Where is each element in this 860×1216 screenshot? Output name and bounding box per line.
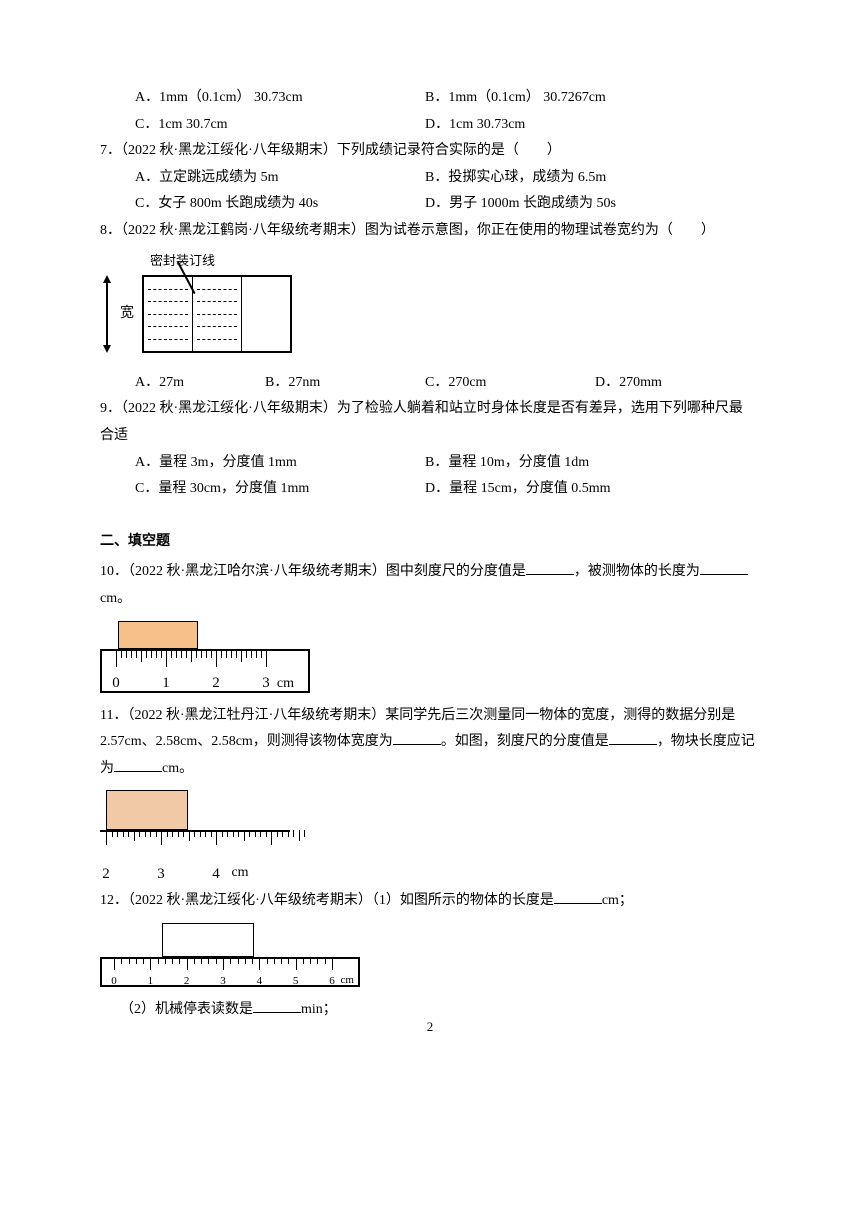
q10-block [118, 621, 198, 649]
q10-figure: 0123 cm [100, 621, 760, 693]
q12-stem: 12．（2022 秋·黑龙江绥化·八年级统考期末）（1）如图所示的物体的长度是 c… [100, 888, 760, 915]
q11-ruler-body [100, 830, 290, 860]
q7-options-row1: A．立定跳远成绩为 5m B．投掷实心球，成绩为 6.5m [135, 165, 760, 192]
q8-figure: 密封装订线 宽 [100, 249, 760, 364]
q10-stem: 10．（2022 秋·黑龙江哈尔滨·八年级统考期末）图中刻度尺的分度值是 ，被测物… [100, 559, 760, 612]
q11-unit: cm [231, 860, 248, 887]
q6-option-c: C．1cm 30.7cm [135, 112, 425, 139]
page-number: 2 [0, 1015, 860, 1040]
q7-option-a: A．立定跳远成绩为 5m [135, 165, 425, 192]
q6-options-row1: A．1mm（0.1cm） 30.73cm B．1mm（0.1cm） 30.726… [135, 85, 760, 112]
q7-option-d: D．男子 1000m 长跑成绩为 50s [425, 191, 745, 218]
q7-stem: 7．（2022 秋·黑龙江绥化·八年级期末）下列成绩记录符合实际的是（ ） [100, 138, 760, 165]
q9-option-b: B．量程 10m，分度值 1dm [425, 450, 745, 477]
q6-option-a: A．1mm（0.1cm） 30.73cm [135, 85, 425, 112]
q11-line2b: 。如图，刻度尺的分度值是 [441, 734, 609, 749]
q11-stem-line2: 2.57cm、2.58cm、2.58cm，则测得该物体宽度为 。如图，刻度尺的分度… [100, 729, 760, 756]
q11-blank-2 [609, 730, 657, 745]
q9-option-a: A．量程 3m，分度值 1mm [135, 450, 425, 477]
q12-block [162, 923, 254, 957]
q9-option-d: D．量程 15cm，分度值 0.5mm [425, 476, 745, 503]
q7-options-row2: C．女子 800m 长跑成绩为 40s D．男子 1000m 长跑成绩为 50s [135, 191, 760, 218]
q11-stem-line1: 11．（2022 秋·黑龙江牡丹江·八年级统考期末）某同学先后三次测量同一物体的… [100, 703, 760, 730]
q11-figure: cm 234 [100, 790, 760, 878]
q8-fig-label: 密封装订线 [150, 249, 292, 274]
q9-options-row2: C．量程 30cm，分度值 1mm D．量程 15cm，分度值 0.5mm [135, 476, 760, 503]
q7-option-b: B．投掷实心球，成绩为 6.5m [425, 165, 745, 192]
q10-ruler-body: 0123 cm [100, 649, 310, 693]
q11-blank-3 [114, 756, 162, 771]
q10-unit: cm [277, 671, 294, 698]
q9-options-row1: A．量程 3m，分度值 1mm B．量程 10m，分度值 1dm [135, 450, 760, 477]
q10-blank-2 [700, 560, 748, 575]
q12-figure: 0123456 cm [100, 923, 760, 987]
q10-stem-a: 10．（2022 秋·黑龙江哈尔滨·八年级统考期末）图中刻度尺的分度值是 [100, 564, 526, 579]
q12-stem-a: 12．（2022 秋·黑龙江绥化·八年级统考期末）（1）如图所示的物体的长度是 [100, 893, 554, 908]
q11-line2c: ，物块长度应记 [657, 734, 755, 749]
q11-blank-1 [393, 730, 441, 745]
q12-blank-1 [554, 889, 602, 904]
q9-stem-line2: 合适 [100, 423, 760, 450]
q6-option-b: B．1mm（0.1cm） 30.7267cm [425, 85, 745, 112]
q10-stem-c: cm。 [100, 591, 131, 606]
q12-stem-b: cm； [602, 893, 633, 908]
q11-stem-line3: 为 cm。 [100, 756, 760, 783]
q10-blank-1 [526, 560, 574, 575]
q11-line2a: 2.57cm、2.58cm、2.58cm，则测得该物体宽度为 [100, 734, 393, 749]
q11-line3b: cm。 [162, 761, 193, 776]
q8-option-a: A．27m [135, 370, 265, 397]
q6-options-row2: C．1cm 30.7cm D．1cm 30.73cm [135, 112, 760, 139]
section-2-title: 二、填空题 [100, 529, 760, 556]
q8-width-arrow [100, 275, 114, 353]
q8-kuan-label: 宽 [118, 301, 136, 328]
q12-unit: cm [341, 970, 354, 991]
q8-option-c: C．270cm [425, 370, 595, 397]
q12-blank-2 [253, 998, 301, 1013]
q8-stem: 8．（2022 秋·黑龙江鹤岗·八年级统考期末）图为试卷示意图，你正在使用的物理… [100, 218, 760, 245]
q8-paper-box [142, 275, 292, 353]
q8-option-b: B．27nm [265, 370, 425, 397]
q11-block [106, 790, 188, 830]
q8-options: A．27m B．27nm C．270cm D．270mm [135, 370, 760, 397]
q10-stem-b: ，被测物体的长度为 [574, 564, 700, 579]
q8-option-d: D．270mm [595, 370, 735, 397]
q11-line3a: 为 [100, 761, 114, 776]
q6-option-d: D．1cm 30.73cm [425, 112, 745, 139]
q12-ruler-body: 0123456 cm [100, 957, 360, 987]
q7-option-c: C．女子 800m 长跑成绩为 40s [135, 191, 425, 218]
q9-option-c: C．量程 30cm，分度值 1mm [135, 476, 425, 503]
q9-stem-line1: 9．（2022 秋·黑龙江绥化·八年级期末）为了检验人躺着和站立时身体长度是否有… [100, 396, 760, 423]
